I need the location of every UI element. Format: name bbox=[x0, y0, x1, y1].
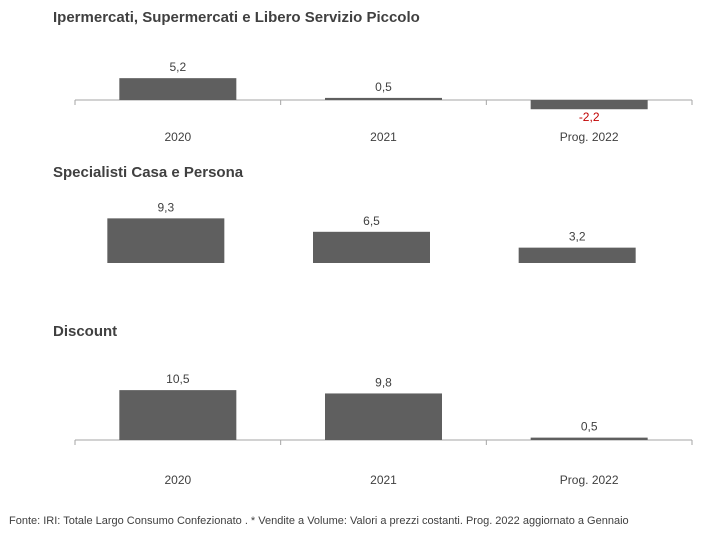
category-label: 2020 bbox=[164, 473, 191, 487]
source-footnote: Fonte: IRI: Totale Largo Consumo Confezi… bbox=[9, 515, 629, 527]
bar-prog-2022 bbox=[530, 437, 648, 440]
bar-value-label: -2,2 bbox=[579, 110, 600, 124]
bar-prog-2022 bbox=[518, 247, 636, 263]
category-label: 2020 bbox=[164, 130, 191, 144]
bar-value-label: 5,2 bbox=[169, 60, 186, 74]
panel-supermercati: Ipermercati, Supermercati e Libero Servi… bbox=[53, 9, 693, 144]
panel-discount: Discount 10,5 2020 9,8 2021 0,5 Prog. 2022 bbox=[53, 323, 693, 487]
category-label: 2021 bbox=[370, 473, 397, 487]
bar-value-label: 6,5 bbox=[363, 214, 380, 228]
bar-prog-2022 bbox=[530, 100, 648, 110]
panel-title-supermercati: Ipermercati, Supermercati e Libero Servi… bbox=[53, 9, 420, 26]
bar-value-label: 3,2 bbox=[569, 230, 586, 244]
bar-value-label: 9,3 bbox=[157, 200, 174, 214]
chart-canvas: Ipermercati, Supermercati e Libero Servi… bbox=[53, 9, 693, 487]
panel-specialisti: Specialisti Casa e Persona 9,3 6,5 3,2 bbox=[53, 164, 636, 263]
bar-value-label: 9,8 bbox=[375, 375, 392, 389]
bar-value-label: 0,5 bbox=[581, 420, 598, 434]
bar-2021 bbox=[313, 231, 430, 263]
bar-2020 bbox=[107, 218, 225, 263]
bar-2021 bbox=[325, 97, 442, 100]
bar-2020 bbox=[119, 78, 237, 100]
panel-title-specialisti: Specialisti Casa e Persona bbox=[53, 164, 244, 181]
category-label: 2021 bbox=[370, 130, 397, 144]
category-label: Prog. 2022 bbox=[560, 473, 619, 487]
bar-value-label: 0,5 bbox=[375, 80, 392, 94]
category-label: Prog. 2022 bbox=[560, 130, 619, 144]
bar-value-label: 10,5 bbox=[166, 372, 190, 386]
panel-title-discount: Discount bbox=[53, 323, 117, 340]
bar-2020 bbox=[119, 390, 237, 440]
bar-2021 bbox=[325, 393, 442, 440]
